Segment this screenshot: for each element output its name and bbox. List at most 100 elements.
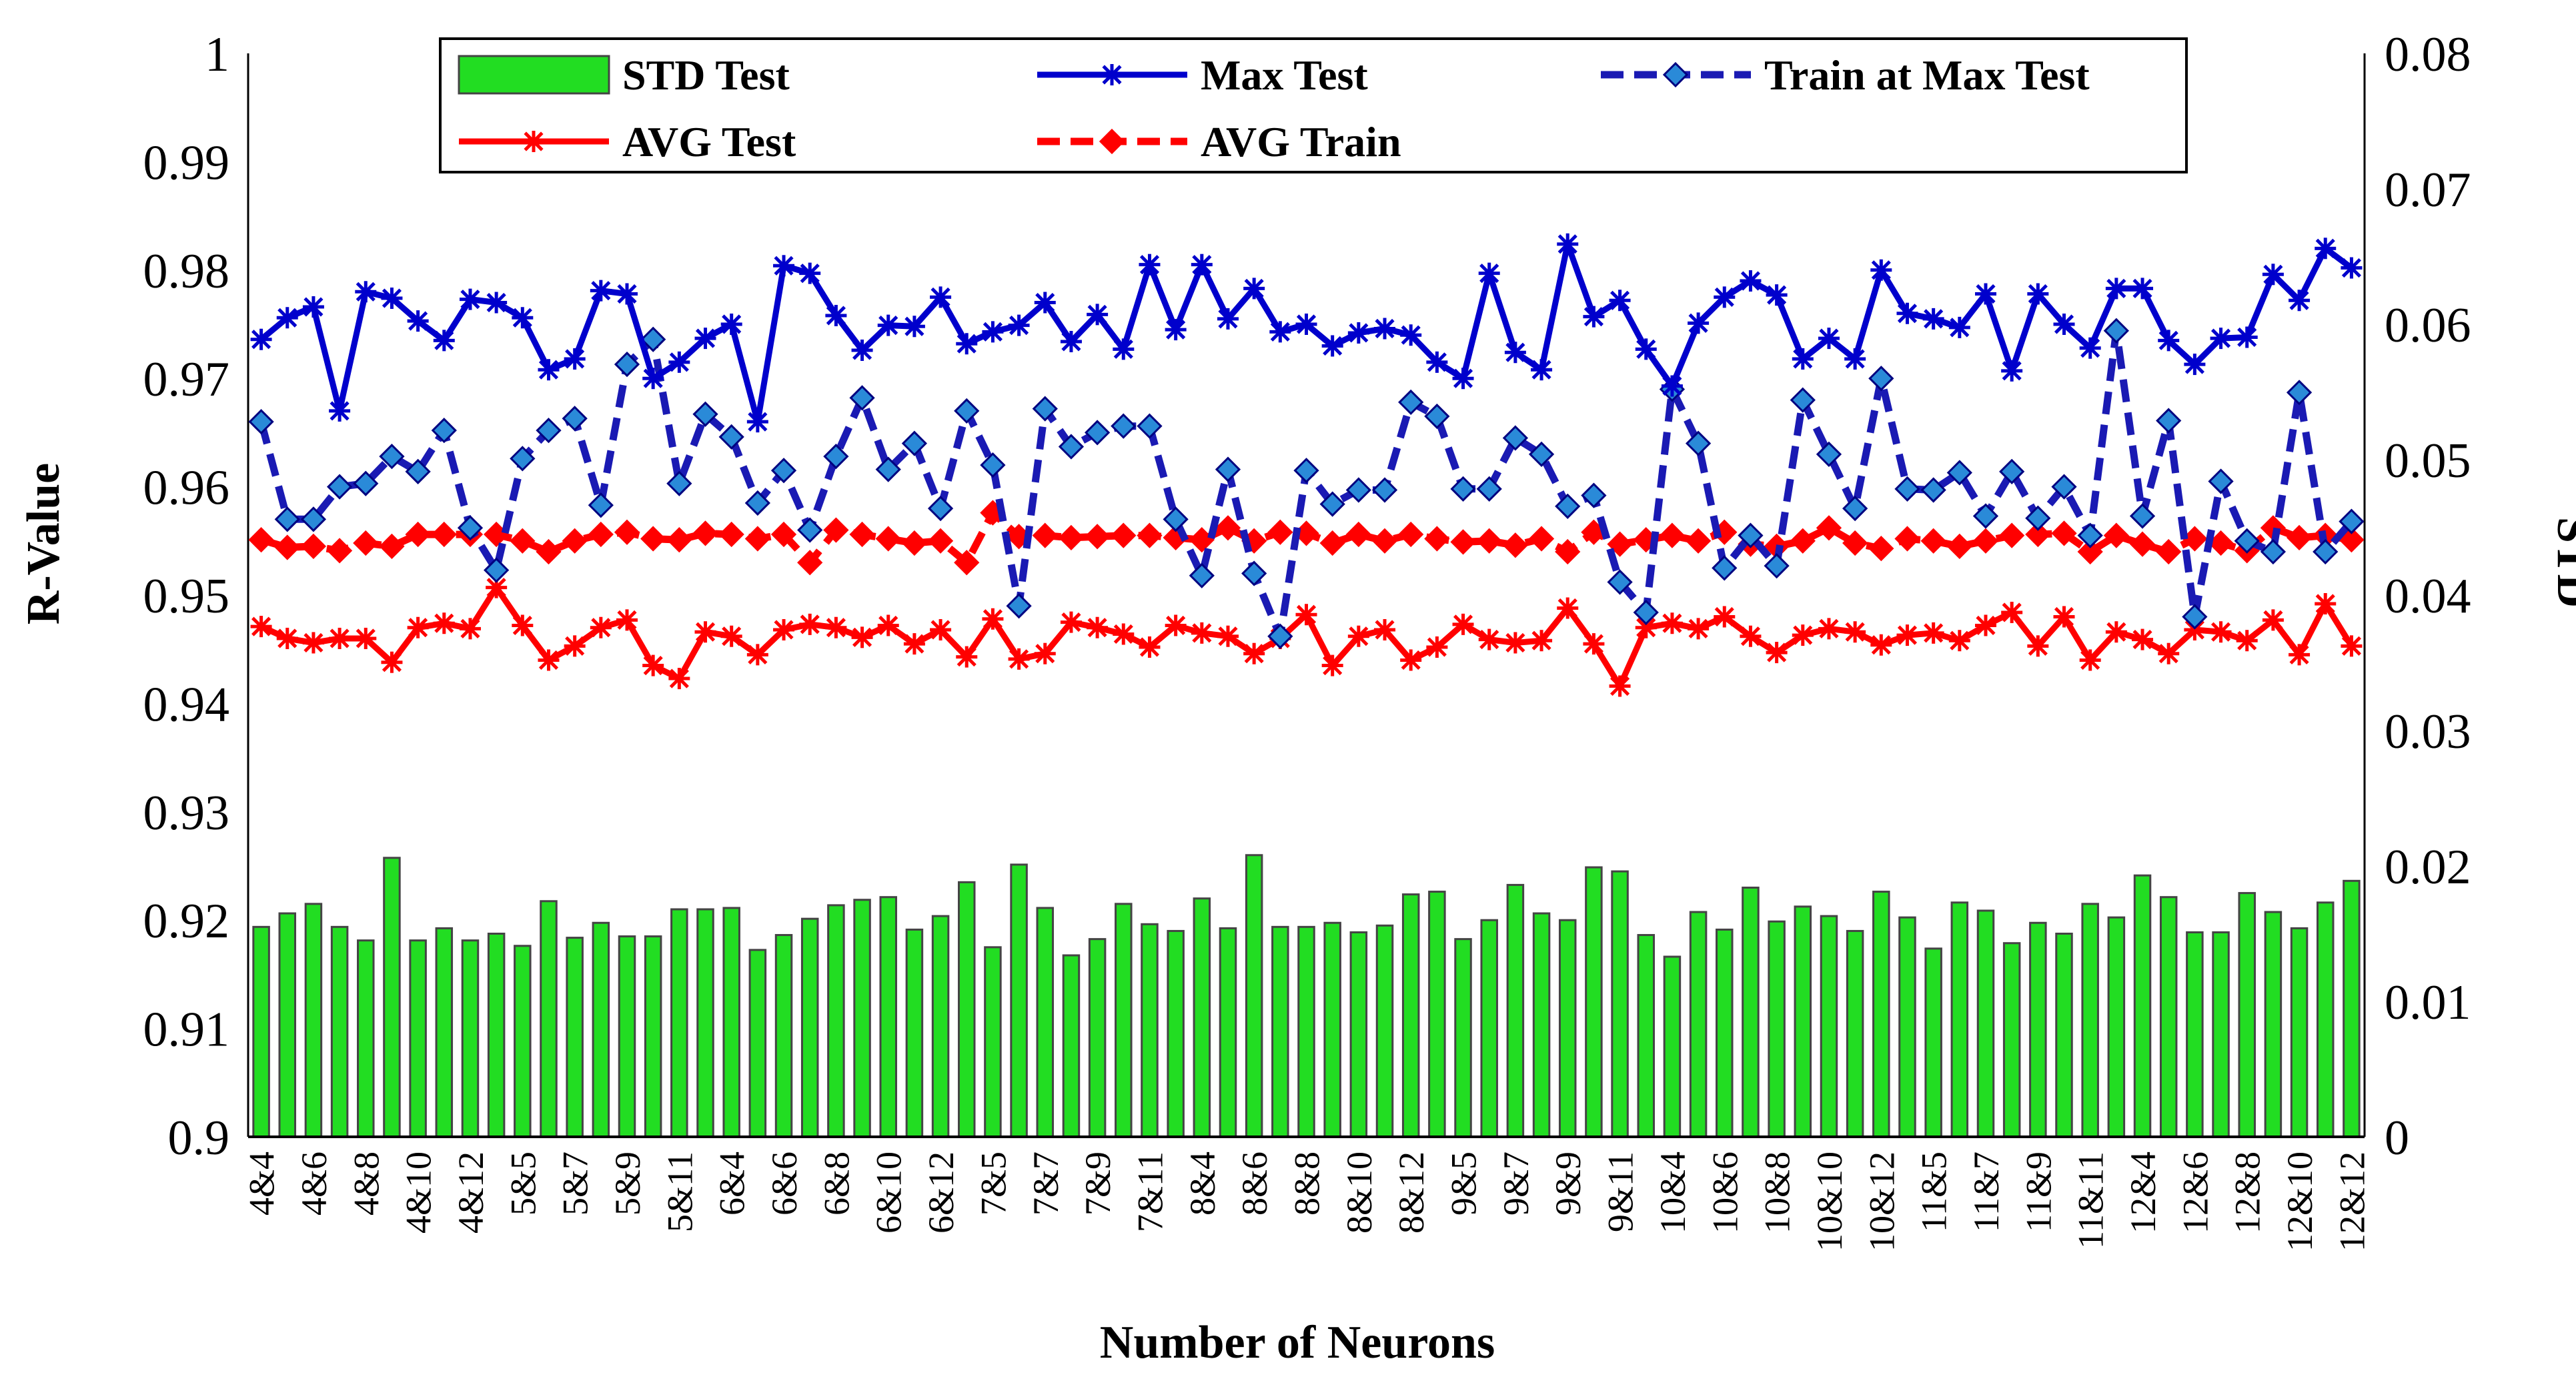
- bar-std-test: [2081, 903, 2099, 1138]
- marker-train-at-max-test: [588, 492, 614, 518]
- marker-avg-train: [2129, 531, 2156, 557]
- marker-avg-train: [510, 528, 536, 554]
- marker-train-at-max-test: [484, 557, 510, 583]
- marker-train-at-max-test: [2260, 538, 2287, 565]
- x-tick-label: 4&4: [242, 1152, 282, 1216]
- marker-max-test: [851, 339, 873, 361]
- marker-max-test: [2079, 337, 2101, 359]
- bar-std-test: [1036, 907, 1055, 1138]
- marker-train-at-max-test: [2182, 604, 2208, 630]
- marker-max-test: [564, 348, 586, 370]
- marker-max-test: [2158, 330, 2180, 352]
- marker-train-at-max-test: [718, 424, 744, 450]
- marker-train-at-max-test: [2286, 380, 2313, 406]
- legend-label-train-at-max-test: Train at Max Test: [1764, 51, 2090, 99]
- marker-max-test: [616, 283, 638, 305]
- marker-train-at-max-test: [1946, 460, 1972, 486]
- bar-std-test: [1611, 870, 1629, 1138]
- x-tick-label: 12&6: [2175, 1152, 2215, 1234]
- bar-std-test: [748, 949, 767, 1138]
- marker-max-test: [1688, 312, 1710, 334]
- bar-std-test: [2029, 921, 2047, 1138]
- x-tick-label: 11&5: [1914, 1152, 1954, 1232]
- marker-avg-train: [1476, 528, 1502, 554]
- x-tick-label: 6&10: [869, 1152, 909, 1234]
- marker-avg-test: [2027, 635, 2049, 657]
- marker-train-at-max-test: [1502, 425, 1529, 451]
- marker-train-at-max-test: [1476, 476, 1502, 502]
- marker-avg-test: [329, 627, 351, 649]
- marker-max-test: [1635, 338, 1657, 360]
- y-left-tick-label: 0.92: [143, 894, 230, 949]
- bar-std-test: [1141, 923, 1159, 1138]
- marker-train-at-max-test: [1738, 522, 1764, 548]
- marker-train-at-max-test: [431, 418, 457, 444]
- marker-avg-train: [2025, 521, 2051, 548]
- marker-train-at-max-test: [1111, 413, 1137, 439]
- bar-std-test: [540, 900, 558, 1138]
- y-left-tick-label: 0.98: [143, 244, 230, 299]
- marker-max-test: [2315, 238, 2337, 260]
- y-right-tick-label: 0.08: [2385, 27, 2471, 82]
- x-tick-label: 6&4: [712, 1152, 752, 1216]
- legend-label-avg-train: AVG Train: [1201, 118, 1401, 165]
- x-tick-label: 7&9: [1078, 1152, 1118, 1216]
- marker-max-test: [1426, 351, 1448, 373]
- bar-std-test: [1585, 866, 1603, 1138]
- marker-train-at-max-test: [1999, 458, 2025, 484]
- marker-avg-test: [1531, 630, 1553, 652]
- x-tick-label: 12&8: [2228, 1152, 2268, 1234]
- y-left-tick-label: 1: [205, 27, 229, 82]
- marker-train-at-max-test: [2103, 318, 2129, 344]
- marker-max-test: [381, 288, 403, 310]
- marker-avg-test: [799, 613, 821, 635]
- bar-std-test: [1088, 938, 1107, 1138]
- marker-max-test: [538, 359, 560, 381]
- marker-max-test: [1818, 328, 1840, 350]
- marker-max-test: [668, 351, 690, 373]
- marker-avg-test: [2262, 609, 2284, 631]
- bar-std-test: [1480, 919, 1498, 1138]
- legend-marker-train-at-max-test: [1662, 61, 1689, 88]
- marker-train-at-max-test: [1424, 403, 1450, 430]
- bar-std-test: [592, 921, 610, 1138]
- marker-avg-train: [927, 528, 954, 554]
- line-series-avg-test: [250, 576, 2363, 697]
- marker-avg-train: [1816, 515, 1842, 541]
- marker-train-at-max-test: [901, 430, 928, 456]
- marker-avg-test: [1609, 675, 1631, 697]
- bar-std-test: [2238, 892, 2256, 1138]
- marker-avg-train: [326, 538, 353, 564]
- legend-marker-max-test: [1101, 64, 1123, 85]
- marker-max-test: [355, 281, 377, 303]
- marker-avg-test: [459, 618, 481, 640]
- marker-max-test: [250, 328, 272, 350]
- legend-item-train-at-max-test: Train at Max Test: [1601, 51, 2090, 99]
- marker-avg-test: [1688, 618, 1710, 640]
- bar-std-test: [853, 899, 871, 1138]
- marker-avg-test: [746, 644, 768, 666]
- bar-std-test: [1219, 927, 1237, 1138]
- bar-std-test: [696, 908, 714, 1138]
- y-left-tick-label: 0.99: [143, 135, 230, 190]
- bar-std-test: [435, 927, 454, 1138]
- marker-max-test: [1295, 314, 1317, 335]
- marker-train-at-max-test: [1345, 477, 1371, 503]
- marker-max-test: [1870, 259, 1892, 281]
- legend-label-max-test: Max Test: [1201, 51, 1368, 99]
- marker-max-test: [877, 314, 899, 336]
- marker-max-test: [1478, 262, 1500, 284]
- bar-std-test: [1271, 925, 1289, 1138]
- bar-std-test: [1532, 912, 1551, 1138]
- marker-train-at-max-test: [823, 444, 849, 470]
- marker-max-test: [1844, 348, 1866, 370]
- marker-train-at-max-test: [1398, 389, 1424, 416]
- marker-max-test: [1504, 342, 1526, 364]
- marker-avg-test: [1792, 624, 1814, 646]
- marker-max-test: [2236, 326, 2258, 348]
- y-right-tick-labels: 0 0.01 0.02 0.03 0.04 0.05 0.06 0.07 0.08: [2385, 27, 2471, 1166]
- marker-max-test: [1948, 316, 1970, 338]
- bar-std-test: [1115, 903, 1133, 1138]
- marker-max-test: [720, 314, 742, 335]
- x-tick-label: 8&4: [1183, 1152, 1223, 1216]
